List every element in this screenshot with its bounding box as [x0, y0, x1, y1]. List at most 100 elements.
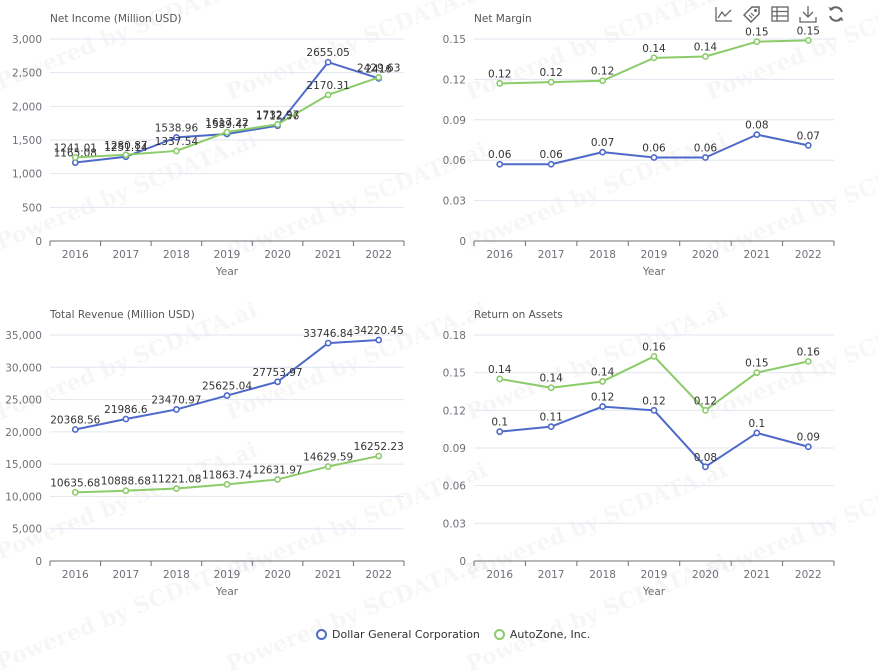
- y-tick-label: 0.15: [443, 34, 466, 46]
- data-label: 1241.01: [54, 142, 97, 154]
- legend-label: Dollar General Corporation: [332, 628, 480, 641]
- data-point: [753, 369, 761, 377]
- data-label: 1251.14: [104, 142, 148, 154]
- data-label: 1337.54: [155, 136, 199, 148]
- data-label: 0.16: [797, 346, 821, 358]
- data-table-icon[interactable]: [770, 4, 790, 24]
- data-point: [122, 487, 130, 495]
- data-label: 21986.6: [104, 404, 148, 416]
- y-tick-label: 1,500: [12, 135, 42, 147]
- x-tick-label: 2021: [315, 569, 342, 581]
- data-label: 16252.23: [354, 441, 404, 453]
- y-tick-label: 2,000: [12, 101, 42, 113]
- x-tick-label: 2016: [486, 569, 513, 581]
- refresh-icon[interactable]: [826, 4, 846, 24]
- x-tick-label: 2019: [641, 249, 668, 261]
- data-point: [753, 131, 761, 139]
- data-point: [702, 154, 709, 161]
- data-point: [547, 423, 555, 431]
- data-label: 0.14: [539, 373, 563, 385]
- data-label: 0.14: [642, 43, 666, 55]
- y-tick-label: 2,500: [12, 68, 42, 80]
- y-tick-label: 0: [459, 236, 466, 248]
- x-tick-label: 2022: [365, 569, 392, 581]
- x-tick-label: 2018: [163, 569, 190, 581]
- data-label: 0.15: [745, 358, 768, 370]
- data-label: 11221.08: [151, 474, 201, 486]
- x-tick-label: 2022: [365, 249, 392, 261]
- x-tick-label: 2021: [743, 569, 770, 581]
- y-tick-label: 10,000: [5, 491, 42, 503]
- data-point: [702, 53, 709, 60]
- data-point: [547, 78, 555, 86]
- data-label: 0.08: [745, 120, 768, 132]
- x-axis-title: Year: [642, 266, 666, 278]
- x-tick-label: 2016: [62, 249, 89, 261]
- data-label: 0.12: [694, 395, 717, 407]
- data-label: 0.15: [745, 27, 768, 39]
- data-point: [650, 352, 658, 360]
- data-label: 10635.68: [50, 477, 100, 489]
- x-tick-label: 2020: [692, 569, 719, 581]
- data-point: [223, 392, 231, 399]
- data-point: [274, 120, 281, 128]
- x-tick-label: 2017: [538, 569, 565, 581]
- x-tick-label: 2022: [795, 249, 822, 261]
- legend-item-dollar-general[interactable]: Dollar General Corporation: [316, 628, 480, 641]
- data-point: [173, 406, 180, 413]
- x-axis-title: Year: [215, 266, 239, 278]
- data-label: 23470.97: [151, 394, 201, 406]
- data-label: 1617.22: [205, 117, 248, 129]
- data-point: [375, 336, 383, 344]
- y-tick-label: 35,000: [5, 330, 42, 342]
- y-tick-label: 0.12: [443, 405, 466, 417]
- legend-marker-icon: [316, 629, 327, 640]
- x-axis-title: Year: [215, 586, 239, 598]
- data-label: 14629.59: [303, 452, 353, 464]
- y-tick-label: 5,000: [12, 524, 42, 536]
- y-tick-label: 0.15: [443, 368, 466, 380]
- x-axis-title: Year: [642, 586, 666, 598]
- data-label: 1732.97: [256, 109, 299, 121]
- tag-icon[interactable]: [742, 4, 762, 24]
- data-label: 20368.56: [50, 414, 100, 426]
- data-point: [375, 452, 383, 460]
- data-point: [173, 147, 180, 155]
- data-point: [122, 151, 130, 159]
- data-point: [173, 133, 180, 141]
- data-label: 1589.47: [205, 119, 248, 131]
- x-tick-label: 2018: [163, 249, 190, 261]
- data-point: [496, 375, 504, 383]
- y-tick-label: 3,000: [12, 34, 42, 46]
- x-tick-label: 2020: [692, 249, 719, 261]
- data-point: [71, 488, 79, 496]
- data-label: 0.15: [797, 25, 820, 37]
- data-point: [702, 463, 709, 471]
- y-tick-label: 0: [35, 556, 42, 568]
- data-point: [650, 54, 658, 62]
- download-icon[interactable]: [798, 4, 818, 24]
- data-point: [324, 463, 332, 470]
- x-tick-label: 2016: [62, 569, 89, 581]
- y-tick-label: 0.06: [443, 155, 467, 167]
- data-point: [223, 128, 231, 136]
- legend-marker-icon: [493, 629, 505, 640]
- x-tick-label: 2017: [538, 249, 565, 261]
- y-tick-label: 0.12: [443, 74, 466, 86]
- data-label: 12631.97: [253, 464, 303, 476]
- data-label: 2655.05: [306, 47, 349, 59]
- data-point: [324, 339, 332, 347]
- x-tick-label: 2018: [589, 569, 616, 581]
- y-tick-label: 500: [22, 202, 42, 214]
- line-chart-icon[interactable]: [714, 4, 734, 24]
- legend-item-autozone[interactable]: AutoZone, Inc.: [493, 628, 591, 641]
- x-tick-label: 2021: [743, 249, 770, 261]
- data-label: 0.12: [642, 395, 665, 407]
- data-label: 10888.68: [101, 476, 151, 488]
- data-label: 0.06: [488, 149, 512, 161]
- data-point: [547, 160, 555, 168]
- legend-label: AutoZone, Inc.: [509, 628, 591, 641]
- data-point: [753, 38, 761, 46]
- data-label: 0.14: [694, 42, 718, 54]
- x-tick-label: 2019: [214, 569, 241, 581]
